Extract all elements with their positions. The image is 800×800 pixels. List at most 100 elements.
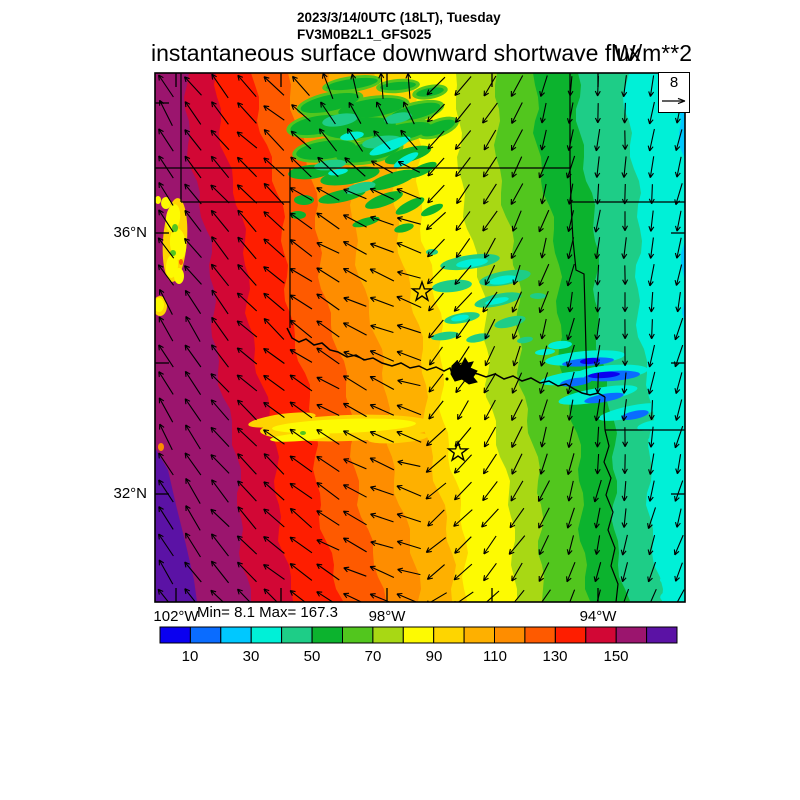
wind-arrow <box>369 296 394 307</box>
datetime-title: 2023/3/14/0UTC (18LT), Tuesday <box>297 10 501 25</box>
wind-arrow <box>510 480 524 502</box>
cloud-blob <box>431 331 459 341</box>
wind-arrow <box>159 423 173 451</box>
wind-arrow <box>237 236 257 260</box>
cloud-blob <box>485 297 509 305</box>
wind-arrow <box>289 563 313 581</box>
state-borders <box>155 73 685 602</box>
wind-arrow <box>594 129 601 152</box>
wind-arrow <box>263 564 285 580</box>
lon-label-98w: 98°W <box>368 608 406 625</box>
wind-arrow <box>511 453 523 475</box>
wind-arrow <box>210 373 230 393</box>
cloud-blob <box>517 336 533 344</box>
wind-arrow <box>538 263 550 287</box>
wind-arrow <box>538 155 550 179</box>
wind-arrow <box>211 236 229 260</box>
wind-arrow <box>674 480 684 502</box>
wind-arrow <box>648 184 655 205</box>
wind-arrow <box>316 563 340 581</box>
wind-arrow <box>237 209 257 233</box>
wind-arrow <box>484 399 496 421</box>
wind-arrow <box>236 427 258 447</box>
wind-arrow <box>566 507 575 529</box>
wind-arrow <box>484 264 496 286</box>
colorbar-cell <box>281 626 313 644</box>
wind-arrow <box>622 292 628 313</box>
wind-arrow <box>538 209 550 233</box>
wind-arrow <box>621 372 628 394</box>
wind-arrow <box>263 128 285 151</box>
wind-arrow <box>483 562 497 582</box>
wind-arrow <box>453 509 473 527</box>
wind-arrow <box>674 129 683 151</box>
wind-arrow <box>320 101 336 125</box>
wind-arrow <box>482 590 500 602</box>
wind-arrow <box>594 372 601 394</box>
wind-arrow <box>184 101 202 125</box>
wind-arrow <box>316 539 340 551</box>
wind-arrow <box>210 560 230 584</box>
cloud-blob <box>660 576 676 584</box>
cloud-blob <box>270 432 330 442</box>
wind-arrow <box>396 404 422 416</box>
cloud-blob <box>548 340 572 350</box>
colorbar-cell <box>463 626 496 644</box>
wind-arrow <box>648 453 655 475</box>
colorbar-tick-label: 10 <box>181 648 199 665</box>
colorbar-cell <box>433 626 465 644</box>
wind-arrow <box>674 562 683 582</box>
wind-arrow <box>289 349 313 363</box>
wind-arrow <box>621 75 628 98</box>
wind-arrow <box>484 237 496 259</box>
wind-arrow <box>676 589 685 602</box>
wind-arrow <box>425 427 446 447</box>
wind-arrow <box>369 349 395 362</box>
wind-arrow <box>290 156 312 178</box>
colorbar-cell <box>402 626 435 644</box>
wind-arrow <box>236 561 257 583</box>
cloud-blob <box>420 119 456 137</box>
wind-arrow <box>316 403 340 416</box>
wind-arrow <box>263 347 285 364</box>
cloud-blob <box>489 275 517 285</box>
colorbar-cell <box>646 626 678 644</box>
wind-arrow <box>210 344 229 368</box>
model-title: FV3M0B2L1_GFS025 <box>297 27 432 42</box>
wind-arrow <box>428 292 444 312</box>
wind-arrow <box>342 241 367 255</box>
wind-arrow <box>673 425 684 449</box>
units-label: W/m**2 <box>614 40 692 66</box>
wind-arrow <box>674 372 683 394</box>
wind-arrow <box>369 430 395 443</box>
wind-arrow <box>538 562 550 582</box>
wind-arrow <box>567 76 574 97</box>
wind-arrow <box>621 156 628 178</box>
wind-arrow <box>539 318 547 340</box>
wind-arrow <box>158 533 174 557</box>
wind-arrow <box>370 485 394 496</box>
wind-arrow <box>396 430 422 443</box>
wind-arrow <box>539 426 547 448</box>
wind-arrow <box>263 76 285 96</box>
colorbar-cell <box>250 626 283 644</box>
wind-arrow <box>594 453 601 475</box>
wind-arrow <box>210 533 229 557</box>
wind-arrow <box>647 344 656 368</box>
wind-arrow <box>289 239 313 257</box>
wind-arrow <box>482 291 498 313</box>
wind-arrow <box>210 399 230 421</box>
wind-arrow <box>566 263 575 287</box>
wind-arrow <box>342 537 367 553</box>
wind-arrow <box>211 316 229 342</box>
plot-title: instantaneous surface downward shortwave… <box>151 40 641 66</box>
wind-arrow <box>426 76 446 96</box>
station-star-marker <box>410 279 434 302</box>
colorbar-cell <box>342 626 374 644</box>
wind-arrow <box>370 160 393 174</box>
wind-arrow <box>369 268 395 282</box>
wind-arrow <box>509 507 525 529</box>
colorbar-cell <box>554 626 587 644</box>
wind-arrow <box>211 479 229 503</box>
